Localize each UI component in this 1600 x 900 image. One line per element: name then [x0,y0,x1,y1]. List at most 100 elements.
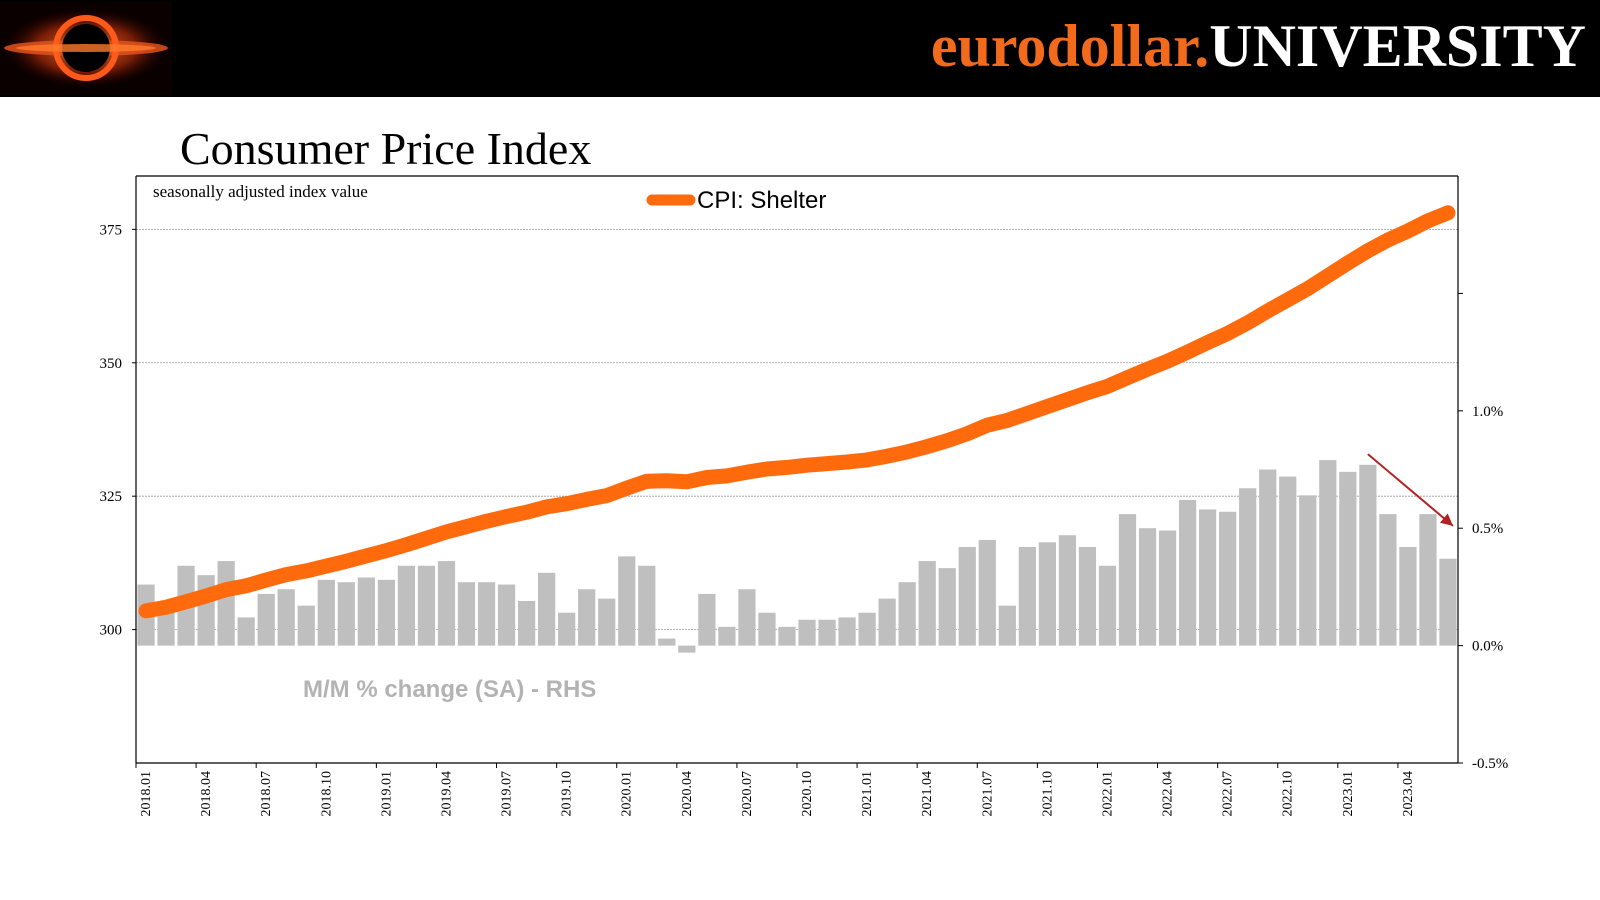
bar [1299,495,1317,646]
x-tick-label: 2020.10 [800,771,815,817]
bar [618,556,636,646]
x-tick-label: 2022.10 [1281,771,1296,817]
bar [1158,530,1177,646]
logo [0,2,172,95]
bar [658,638,676,646]
bar [417,565,436,646]
x-tick-label: 2019.04 [439,771,454,817]
bar [437,561,456,646]
bar [878,598,896,646]
bar [838,617,856,646]
bar [1339,471,1357,646]
bar [477,582,496,646]
bar [678,645,696,653]
x-tick-label: 2022.01 [1100,771,1115,817]
bar [237,617,255,646]
x-tick-label: 2023.01 [1341,771,1356,817]
right-tick-label: 1.0% [1472,404,1503,420]
chart-title: Consumer Price Index [180,123,592,174]
x-tick-label: 2019.01 [379,771,394,817]
bar [397,565,416,646]
bar [1178,500,1197,646]
bar-series [137,460,1457,653]
bar [598,598,616,646]
bar [357,577,375,646]
left-tick-label: 300 [100,623,123,639]
right-tick-label: -0.5% [1472,756,1508,772]
bar [798,619,816,646]
bar [818,619,836,646]
bar-series-label: M/M % change (SA) - RHS [303,676,596,703]
annotation-arrow [1367,453,1454,527]
x-tick-label: 2020.01 [620,771,635,817]
bar [1239,488,1257,646]
bar [457,582,476,646]
right-tick-label: 0.0% [1472,639,1503,655]
bar [858,612,876,646]
bar [1259,469,1277,646]
arrow-head [1439,513,1453,526]
x-tick-label: 2020.04 [680,771,695,817]
x-tick-label: 2018.04 [199,771,214,817]
bar [217,561,235,646]
grid-lines [136,228,1458,630]
bar [497,584,516,646]
plot-frame [135,175,1459,764]
axis-ticks: 300 325 350 375 -0.5% 0.0% 0.5% 1.0% 2018.01 2018… [100,222,1509,816]
arrow-shaft [1367,453,1454,527]
bar [1219,511,1237,646]
x-tick-label: 2022.07 [1221,771,1236,817]
left-tick-label: 350 [100,356,123,372]
bar [337,582,355,646]
bar [1018,546,1036,646]
bar [277,589,295,646]
bar [638,565,656,646]
x-tick-label: 2021.07 [980,771,995,817]
header-bar: eurodollar.UNIVERSITY [0,0,1600,97]
x-tick-label: 2022.04 [1161,771,1176,817]
x-tick-label: 2021.01 [860,771,875,817]
bar [1279,476,1297,646]
bar [1138,528,1157,646]
x-tick-label: 2021.04 [920,771,935,817]
x-tick-label: 2019.07 [500,771,515,817]
x-tick-label: 2018.10 [319,771,334,817]
x-tick-label: 2023.04 [1401,771,1416,817]
line-series [138,205,1456,619]
x-tick-label: 2019.10 [560,771,575,817]
bar [758,612,776,646]
eclipse-logo-icon [0,2,172,95]
right-tick-label: 0.5% [1472,521,1503,537]
bar [1359,464,1377,646]
x-tick-label: 2018.07 [259,771,274,817]
x-tick-label: 2018.01 [139,771,154,817]
bar [738,589,756,646]
bar [978,539,996,646]
bar [998,605,1016,646]
bar [1118,514,1137,646]
bar [1199,509,1217,646]
x-tick-label: 2021.10 [1040,771,1055,817]
bar [538,572,556,646]
bar [718,626,736,646]
bar [918,561,936,646]
legend-label: CPI: Shelter [697,187,826,214]
cpi-shelter-line [138,205,1456,619]
bar [1399,546,1417,646]
left-tick-label: 325 [100,489,123,505]
brand-eurodollar: eurodollar. [930,13,1210,79]
bar [1058,535,1077,646]
bar [517,600,536,646]
bar [377,579,395,646]
bar [958,546,976,646]
bar [157,608,175,646]
bar [317,579,335,646]
bar [257,593,275,646]
brand-wordmark: eurodollar.UNIVERSITY [931,6,1586,86]
bar [1038,542,1056,646]
x-tick-label: 2020.07 [740,771,755,817]
bar [698,593,716,646]
brand-university: UNIVERSITY [1209,13,1586,79]
bar [558,612,576,646]
